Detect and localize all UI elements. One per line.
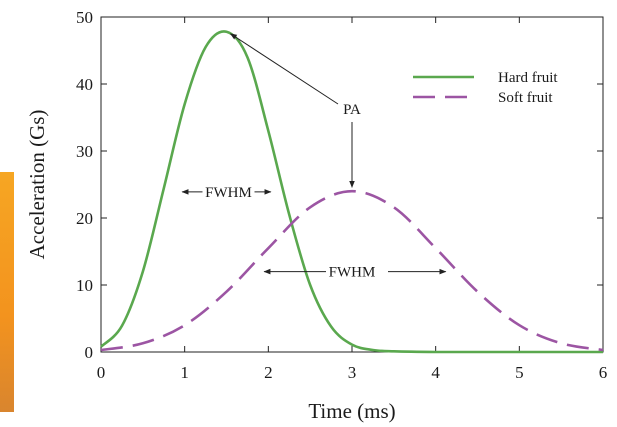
axis-ticks: 0 1 2 3 4 5 6 0 10 20 30 40 50 [76, 8, 607, 382]
x-tick-label: 6 [599, 363, 608, 382]
y-tick-label: 40 [76, 75, 93, 94]
x-tick-label: 4 [431, 363, 440, 382]
y-tick-label: 50 [76, 8, 93, 27]
legend-label-hard-fruit: Hard fruit [498, 70, 558, 86]
y-tick-label: 10 [76, 276, 93, 295]
x-tick-label: 0 [97, 363, 106, 382]
series-layer [100, 30, 604, 354]
y-tick-label: 0 [85, 343, 94, 362]
x-tick-label: 1 [180, 363, 189, 382]
y-axis-title: Acceleration (Gs) [25, 110, 49, 260]
annotation-fwhm-soft: FWHM [329, 265, 376, 281]
x-axis-title: Time (ms) [308, 399, 395, 423]
annotation-arrows [181, 33, 447, 275]
left-edge-decoration [0, 172, 14, 412]
annotation-fwhm-hard: FWHM [205, 185, 252, 201]
annotation-pa: PA [343, 102, 361, 118]
x-tick-label: 3 [348, 363, 357, 382]
x-tick-label: 2 [264, 363, 273, 382]
legend-label-soft-fruit: Soft fruit [498, 90, 553, 106]
y-tick-label: 30 [76, 142, 93, 161]
pa-arrow-hard-peak [229, 33, 339, 105]
series-line-soft-fruit [100, 189, 604, 352]
y-tick-label: 20 [76, 209, 93, 228]
x-tick-label: 5 [515, 363, 524, 382]
